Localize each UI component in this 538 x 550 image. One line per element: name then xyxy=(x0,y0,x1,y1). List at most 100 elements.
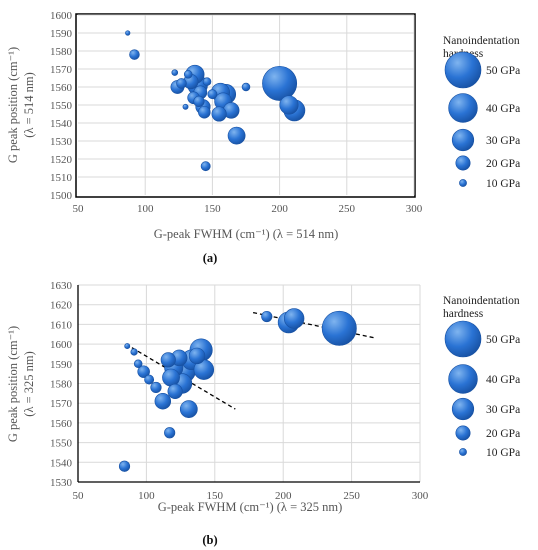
bubble-point xyxy=(283,308,305,329)
legend-bubble xyxy=(459,448,467,456)
bubble-point xyxy=(171,69,179,76)
x-tick-label: 300 xyxy=(412,490,429,502)
legend-label: 20 GPa xyxy=(486,158,520,170)
panel-label-b: (b) xyxy=(202,533,217,547)
x-tick-label: 300 xyxy=(406,203,423,215)
y-tick-label: 1600 xyxy=(50,339,73,351)
bubble-point xyxy=(207,89,218,100)
bubble-point xyxy=(164,427,176,439)
bubble-point xyxy=(160,352,176,368)
bubble-point xyxy=(183,70,193,79)
bubble-point xyxy=(176,78,187,89)
x-tick-label: 150 xyxy=(204,203,221,215)
bubbles-b xyxy=(118,308,357,472)
x-tick-label: 100 xyxy=(137,203,154,215)
legend-title-a-line1: Nanoindentation xyxy=(443,35,520,47)
plot-frame-a xyxy=(75,13,416,198)
legend-label: 40 GPa xyxy=(486,103,520,115)
bubble-point xyxy=(129,49,140,60)
legend-label: 30 GPa xyxy=(486,135,520,147)
x-tick-label: 100 xyxy=(138,490,155,502)
bubble-point xyxy=(193,95,205,107)
y-tick-label: 1550 xyxy=(50,100,73,112)
y-tick-label: 1510 xyxy=(50,172,73,184)
x-axis-label-a: G-peak FWHM (cm⁻¹) (λ = 514 nm) xyxy=(154,227,339,241)
legend-label: 20 GPa xyxy=(486,428,520,440)
y-tick-label: 1500 xyxy=(50,190,73,202)
x-tick-labels-b: 50 100 150 200 250 300 xyxy=(73,490,429,502)
bubble-point xyxy=(124,343,131,350)
y-tick-label: 1560 xyxy=(50,82,73,94)
bubble-point xyxy=(167,383,183,399)
legend-a: 50 GPa 40 GPa 30 GPa 20 GPa 10 GPa xyxy=(444,51,520,190)
y-axis-label-a-line1: G peak position (cm⁻¹) xyxy=(6,47,20,163)
y-tick-label: 1560 xyxy=(50,418,73,430)
x-tick-label: 250 xyxy=(343,490,360,502)
x-tick-label: 50 xyxy=(73,203,85,215)
legend-label: 40 GPa xyxy=(486,374,520,386)
bubble-point xyxy=(137,365,150,378)
legend-label: 50 GPa xyxy=(486,65,520,77)
legend-bubble xyxy=(444,51,482,89)
bubble-point xyxy=(198,105,211,119)
legend-bubble xyxy=(455,155,471,171)
bubble-point xyxy=(227,126,246,145)
x-tick-label: 250 xyxy=(339,203,356,215)
bubble-point xyxy=(154,393,172,410)
bubble-point xyxy=(150,381,162,394)
y-tick-label: 1540 xyxy=(50,457,73,469)
legend-title-b-line2: hardness xyxy=(443,308,484,320)
bubble-point xyxy=(144,374,155,385)
y-axis-label-a-line2: (λ = 514 nm) xyxy=(22,72,36,138)
bubble-point xyxy=(262,65,298,101)
y-tick-labels-a: 1500 1510 1520 1530 1540 1550 1560 1570 1580 1590… xyxy=(50,10,73,202)
bubble-point xyxy=(182,103,189,110)
x-axis-label-b: G-peak FWHM (cm⁻¹) (λ = 325 nm) xyxy=(158,500,343,514)
y-tick-label: 1520 xyxy=(50,154,73,166)
chart-panel-b: 1530 1540 1550 1560 1570 1580 1590 1600 1610 1620… xyxy=(6,280,520,547)
y-tick-label: 1590 xyxy=(50,28,73,40)
bubble-point xyxy=(125,30,131,36)
legend-label: 10 GPa xyxy=(486,178,520,190)
y-axis-label-b-line1: G peak position (cm⁻¹) xyxy=(6,326,20,442)
legend-b: 50 GPa 40 GPa 30 GPa 20 GPa 10 GPa xyxy=(444,320,520,459)
y-tick-label: 1610 xyxy=(50,319,73,331)
y-tick-label: 1570 xyxy=(50,64,73,76)
bubble-point xyxy=(261,310,273,323)
legend-label: 30 GPa xyxy=(486,404,520,416)
bubble-point xyxy=(179,400,198,418)
legend-label: 10 GPa xyxy=(486,447,520,459)
bubble-point xyxy=(321,310,357,346)
y-tick-label: 1580 xyxy=(50,379,73,391)
y-tick-label: 1550 xyxy=(50,438,73,450)
bubble-point xyxy=(133,359,143,369)
x-tick-labels-a: 50 100 150 200 250 300 xyxy=(73,203,423,215)
bubble-point xyxy=(202,77,212,86)
bubble-point xyxy=(162,368,180,387)
y-tick-label: 1530 xyxy=(50,136,73,148)
panel-label-a: (a) xyxy=(203,251,218,265)
legend-title-b-line1: Nanoindentation xyxy=(443,295,520,307)
x-tick-label: 200 xyxy=(271,203,288,215)
chart-panel-a: 1500 1510 1520 1530 1540 1550 1560 1570 1580 1590… xyxy=(6,10,520,265)
y-tick-label: 1570 xyxy=(50,398,73,410)
legend-bubble xyxy=(451,397,475,421)
bubble-point xyxy=(241,82,251,92)
x-tick-label: 50 xyxy=(73,490,85,502)
legend-bubble xyxy=(451,128,475,152)
x-tick-label: 200 xyxy=(275,490,292,502)
y-tick-label: 1580 xyxy=(50,46,73,58)
y-tick-label: 1540 xyxy=(50,118,73,130)
legend-label: 50 GPa xyxy=(486,334,520,346)
legend-bubble xyxy=(459,179,467,187)
y-tick-label: 1620 xyxy=(50,300,73,312)
bubbles-a xyxy=(125,30,306,172)
bubble-point xyxy=(200,161,211,172)
y-tick-labels-b: 1530 1540 1550 1560 1570 1580 1590 1600 1610 1620… xyxy=(50,280,73,489)
x-tick-label: 150 xyxy=(207,490,224,502)
bubble-point xyxy=(279,95,299,115)
grid-b xyxy=(78,284,421,482)
legend-bubble xyxy=(448,93,478,123)
grid-a xyxy=(78,14,415,195)
